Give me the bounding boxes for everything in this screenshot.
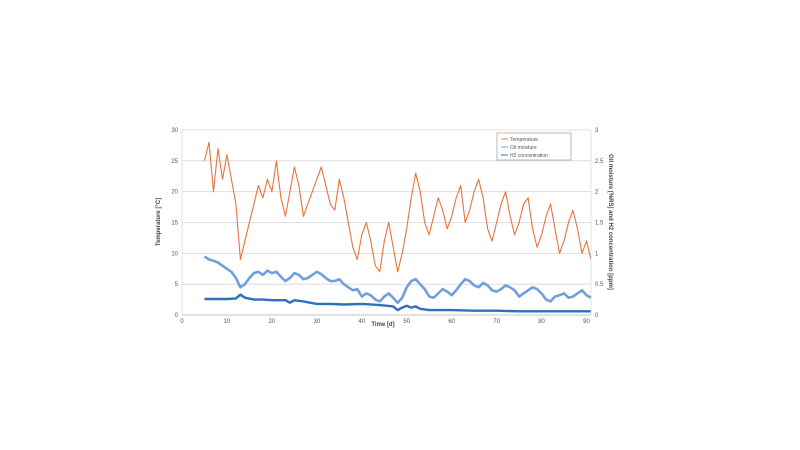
y-tick-right: 0.5 (595, 282, 604, 288)
x-tick: 0 (180, 319, 184, 325)
y-tick-left: 10 (171, 251, 178, 257)
legend: Temperature Oil moisture H2 concentratio… (496, 132, 572, 161)
y-axis-title-left: Temperature [°C] (156, 198, 162, 246)
y-tick-right: 1 (595, 251, 599, 257)
legend-label-oil-moisture: Oil moisture (510, 145, 537, 151)
y-tick-right: 2.5 (595, 159, 604, 165)
y-tick-left: 20 (171, 190, 178, 196)
y-axis-title-right: Oil moisture [%RS] and H2 concentration … (607, 154, 613, 290)
x-tick: 50 (403, 319, 410, 325)
y-tick-right: 0 (595, 313, 599, 319)
series-layer (203, 141, 592, 313)
y-tick-left: 25 (171, 159, 178, 165)
legend-label-h2-concentration: H2 concentration (510, 153, 548, 159)
x-tick: 80 (538, 319, 545, 325)
y-tick-left: 5 (175, 282, 179, 288)
x-tick: 40 (358, 319, 365, 325)
x-tick: 70 (493, 319, 500, 325)
legend-label-temperature: Temperature (510, 137, 538, 143)
series-line-temperature (203, 141, 592, 273)
x-tick: 60 (448, 319, 455, 325)
x-tick: 30 (313, 319, 320, 325)
series-line-h2-concentration (204, 293, 591, 313)
y-tick-left: 15 (171, 221, 178, 227)
y-tick-right: 3 (595, 128, 599, 134)
series-line-oil-moisture (203, 255, 592, 305)
y-tick-left: 30 (171, 128, 178, 134)
x-tick: 20 (269, 319, 276, 325)
y-tick-left: 0 (175, 313, 179, 319)
x-axis-title: Time [d] (371, 322, 394, 328)
legend-box (496, 132, 572, 161)
x-tick: 90 (583, 319, 590, 325)
grid (182, 129, 591, 316)
x-tick: 10 (224, 319, 231, 325)
y-tick-right: 1.5 (595, 221, 604, 227)
y-tick-right: 2 (595, 190, 599, 196)
